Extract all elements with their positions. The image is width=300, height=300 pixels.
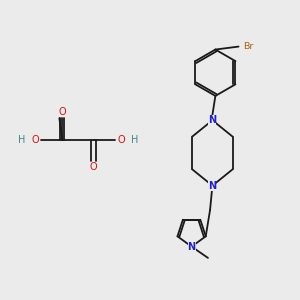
Text: N: N: [208, 181, 217, 191]
Text: H: H: [131, 135, 138, 145]
Text: N: N: [188, 242, 196, 252]
Text: H: H: [18, 135, 25, 145]
Text: O: O: [117, 135, 125, 145]
Text: O: O: [58, 107, 66, 117]
Text: O: O: [90, 162, 97, 172]
Text: Br: Br: [243, 42, 253, 51]
Text: O: O: [31, 135, 39, 145]
Text: N: N: [208, 115, 217, 125]
